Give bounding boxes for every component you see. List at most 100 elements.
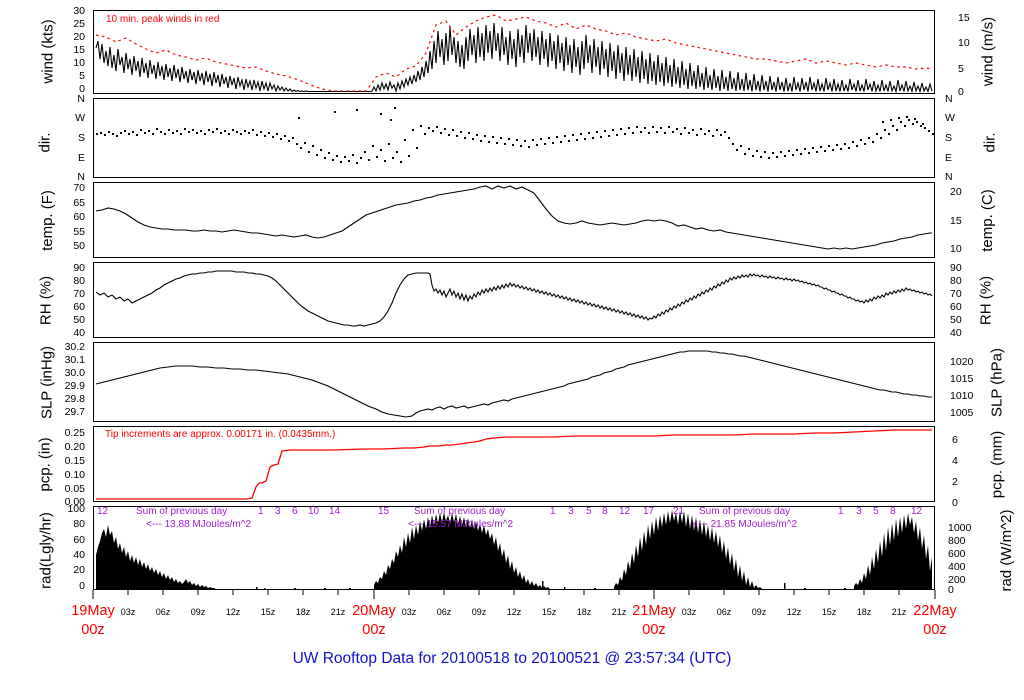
figure-title: UW Rooftop Data for 20100518 to 20100521… bbox=[292, 650, 732, 667]
xday-22may: 22May bbox=[913, 603, 957, 619]
tick-slp-1005: 1005 bbox=[950, 407, 974, 419]
tick-windms-10: 10 bbox=[958, 37, 970, 49]
xtick-12z-2: 12z bbox=[506, 607, 522, 617]
rad-hour-tick-d3-17: 17 bbox=[643, 506, 655, 517]
tick-rh-90: 90 bbox=[73, 262, 85, 274]
rad-hour-tick-d3-8: 8 bbox=[602, 506, 608, 517]
rad-hour-tick-d3-3: 3 bbox=[568, 506, 574, 517]
tick-slp-1010: 1010 bbox=[950, 390, 974, 402]
xtick-03z-1: 03z bbox=[120, 607, 136, 617]
tick-dirR-S: S bbox=[945, 132, 953, 144]
ylabel-wind-kts: wind (kts) bbox=[39, 19, 57, 84]
tick-tempc-10: 10 bbox=[950, 243, 962, 255]
panel-wind: 10 min. peak winds in red bbox=[93, 10, 935, 94]
tick-rad-40: 40 bbox=[73, 549, 85, 561]
xtick-09z-3: 09z bbox=[751, 607, 767, 617]
xtick-21z-2: 21z bbox=[611, 607, 627, 617]
xtick-12z-1: 12z bbox=[225, 607, 241, 617]
tick-rh-70: 70 bbox=[73, 288, 85, 300]
rad-hour-tick-d3-12: 12 bbox=[619, 506, 631, 517]
wind-plot bbox=[95, 14, 933, 93]
tick-dir-S: S bbox=[77, 132, 85, 144]
xtick-03z-2: 03z bbox=[401, 607, 417, 617]
temperature-plot bbox=[95, 185, 932, 250]
tick-tempc-20: 20 bbox=[950, 186, 962, 198]
tick-radw-200: 200 bbox=[948, 574, 966, 586]
tick-wind-0: 0 bbox=[79, 83, 85, 95]
tick-rhR-80: 80 bbox=[950, 275, 962, 287]
tick-pcpmm-4: 4 bbox=[952, 455, 958, 467]
tick-temp-50: 50 bbox=[73, 240, 85, 252]
rad-sum-label-day3: Sum of previous day bbox=[699, 506, 791, 517]
xtick-09z-1: 09z bbox=[190, 607, 206, 617]
rad-hour-tick-d2-6: 6 bbox=[292, 506, 298, 517]
tick-windms-15: 15 bbox=[958, 12, 970, 24]
rad-sum-label-day2: Sum of previous day bbox=[414, 506, 506, 517]
xday-19may: 19May bbox=[71, 603, 115, 619]
rad-hour-tick-d4-5: 5 bbox=[873, 506, 879, 517]
panel-slp bbox=[93, 342, 935, 422]
tick-dirR-N-top: N bbox=[945, 93, 953, 105]
tick-pcp-0.05: 0.05 bbox=[64, 483, 85, 495]
tick-rh-80: 80 bbox=[73, 275, 85, 287]
tick-pcp-0.25: 0.25 bbox=[64, 427, 85, 439]
tick-radw-0: 0 bbox=[948, 584, 954, 596]
xday-19may-time: 00z bbox=[81, 622, 105, 638]
slp-plot bbox=[95, 350, 932, 418]
tick-rhR-70: 70 bbox=[950, 288, 962, 300]
tick-pcp-0.20: 0.20 bbox=[64, 441, 85, 453]
rad-hour-tick-d4-12: 12 bbox=[911, 506, 923, 517]
xtick-06z-3: 06z bbox=[716, 607, 732, 617]
tick-wind-20: 20 bbox=[73, 31, 85, 43]
xtick-15z-3: 15z bbox=[821, 607, 837, 617]
xday-20may-time: 00z bbox=[362, 622, 386, 638]
rad-sum-value-day1: <--- 13.88 MJoules/m^2 bbox=[146, 519, 252, 530]
xday-22may-time: 00z bbox=[923, 622, 947, 638]
panel-relative-humidity bbox=[93, 262, 935, 338]
tick-wind-10: 10 bbox=[73, 57, 85, 69]
tick-rhR-90: 90 bbox=[950, 262, 962, 274]
tick-rad-100: 100 bbox=[67, 503, 85, 515]
xtick-06z-2: 06z bbox=[436, 607, 452, 617]
panel-temperature bbox=[93, 182, 935, 258]
tick-slp-29.8: 29.8 bbox=[64, 393, 85, 405]
tick-wind-15: 15 bbox=[73, 44, 85, 56]
tick-pcpmm-2: 2 bbox=[952, 476, 958, 488]
rad-hour-tick-d3-1: 1 bbox=[550, 506, 556, 517]
xtick-15z-1: 15z bbox=[260, 607, 276, 617]
rad-hour-tick-d2-10: 10 bbox=[308, 506, 320, 517]
tick-slp-1020: 1020 bbox=[950, 356, 974, 368]
tick-slp-30.2: 30.2 bbox=[64, 341, 85, 353]
rh-plot bbox=[95, 270, 933, 327]
rad-hour-tick-d1-12: 12 bbox=[97, 506, 109, 517]
tick-slp-30.0: 30.0 bbox=[64, 367, 85, 379]
tick-temp-70: 70 bbox=[73, 182, 85, 194]
xtick-09z-2: 09z bbox=[471, 607, 487, 617]
xday-20may: 20May bbox=[352, 603, 396, 619]
tick-radw-400: 400 bbox=[948, 561, 966, 573]
tick-slp-1015: 1015 bbox=[950, 373, 974, 385]
xtick-15z-2: 15z bbox=[541, 607, 557, 617]
xtick-18z-3: 18z bbox=[856, 607, 872, 617]
tick-tempc-15: 15 bbox=[950, 215, 962, 227]
precipitation-plot bbox=[96, 429, 932, 500]
tick-pcp-0.10: 0.10 bbox=[64, 469, 85, 481]
rad-sum-value-day2: <--- 15.57 MJoules/m^2 bbox=[408, 519, 514, 530]
xday-21may: 21May bbox=[632, 603, 676, 619]
tick-rh-60: 60 bbox=[73, 301, 85, 313]
xtick-18z-1: 18z bbox=[295, 607, 311, 617]
rad-sum-label-day1: Sum of previous day bbox=[136, 506, 228, 517]
tick-rhR-40: 40 bbox=[950, 327, 962, 339]
tick-wind-5: 5 bbox=[79, 70, 85, 82]
rad-hour-tick-d2-3: 3 bbox=[275, 506, 281, 517]
rad-hour-tick-d2-14: 14 bbox=[329, 506, 341, 517]
rad-hour-tick-d3-5: 5 bbox=[586, 506, 592, 517]
xday-21may-time: 00z bbox=[642, 622, 666, 638]
tick-rad-20: 20 bbox=[73, 564, 85, 576]
tick-radw-1000: 1000 bbox=[948, 522, 972, 534]
tick-rhR-50: 50 bbox=[950, 314, 962, 326]
tick-slp-29.7: 29.7 bbox=[64, 406, 85, 418]
tick-wind-30: 30 bbox=[73, 5, 85, 17]
tick-rh-50: 50 bbox=[73, 314, 85, 326]
